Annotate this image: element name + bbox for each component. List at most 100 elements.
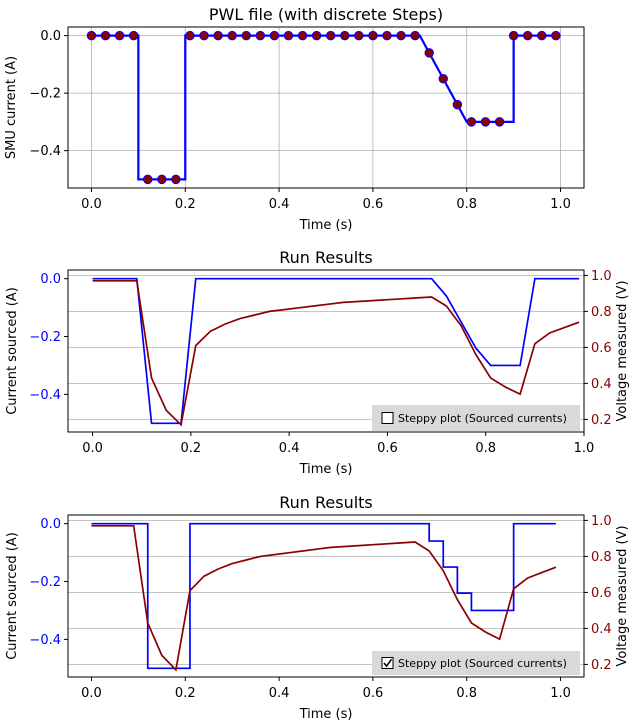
- y2-tick-label: 0.4: [591, 377, 612, 392]
- chart-title: PWL file (with discrete Steps): [209, 5, 443, 24]
- plot-frame: [67, 26, 585, 189]
- data-point-marker: [269, 30, 280, 41]
- data-point-marker: [297, 30, 308, 41]
- checkbox-label: Steppy plot (Sourced currents): [398, 657, 567, 670]
- data-point-marker: [114, 30, 125, 41]
- data-point-marker: [128, 30, 139, 41]
- data-point-marker: [410, 30, 420, 41]
- voltage-series-line: [92, 279, 580, 427]
- data-point-marker: [241, 30, 251, 41]
- data-point-marker: [396, 30, 406, 41]
- steppy-plot-checkbox[interactable]: Steppy plot (Sourced currents): [372, 405, 580, 431]
- data-point-marker: [143, 174, 153, 185]
- x-tick-label: 0.4: [279, 441, 300, 456]
- y2-axis-label: Voltage measured (V): [615, 525, 630, 666]
- chart-title: Run Results: [279, 493, 373, 512]
- y-tick-label: 0.0: [40, 517, 61, 532]
- y-tick-label: −0.2: [29, 87, 61, 102]
- data-point-marker: [311, 30, 322, 41]
- checkbox-panel: [372, 651, 580, 675]
- x-tick-label: 0.8: [456, 197, 477, 212]
- data-point-marker: [199, 30, 209, 41]
- data-point-marker: [494, 117, 505, 127]
- data-point-marker: [480, 117, 491, 127]
- data-point-marker: [466, 117, 477, 127]
- x-tick-label: 1.0: [550, 197, 571, 212]
- checkbox-box[interactable]: [381, 657, 394, 669]
- x-axis-label: Time (s): [299, 707, 353, 722]
- data-point-marker: [213, 30, 223, 41]
- y2-tick-label: 0.4: [591, 622, 612, 637]
- voltage-series-line: [91, 524, 557, 672]
- data-point-marker: [537, 30, 547, 41]
- data-point-marker: [325, 30, 336, 41]
- x-tick-label: 0.0: [81, 686, 102, 701]
- data-point-marker: [86, 30, 97, 41]
- y2-axis-label: Voltage measured (V): [615, 280, 630, 421]
- y2-tick-label: 0.6: [591, 586, 612, 601]
- y2-tick-label: 0.2: [591, 658, 612, 673]
- y2-tick-label: 0.8: [591, 550, 612, 565]
- x-tick-label: 0.2: [175, 197, 196, 212]
- y-tick-label: −0.4: [29, 633, 61, 648]
- y2-tick-label: 0.6: [591, 341, 612, 356]
- data-point-marker: [283, 30, 294, 41]
- data-point-marker: [100, 30, 111, 41]
- plot-frame: [67, 514, 585, 678]
- data-point-marker: [523, 30, 533, 41]
- data-point-marker: [424, 48, 434, 58]
- data-point-marker: [227, 30, 237, 41]
- y-tick-label: −0.4: [29, 388, 61, 403]
- data-point-marker: [340, 30, 350, 41]
- checkbox-box[interactable]: [381, 412, 394, 424]
- checkbox-panel: [372, 405, 580, 431]
- data-point-marker: [551, 30, 561, 41]
- current-series-line: [92, 277, 580, 425]
- chart-panel-3: 0.0 0.2 0.4 0.6 0.8 1.0 0.0 −0.2 −0.4 0.2 0.4 0.6 0.…: [5, 493, 630, 722]
- y-axis-label: SMU current (A): [4, 56, 19, 159]
- data-point-marker: [171, 174, 181, 185]
- y2-tick-label: 1.0: [591, 269, 612, 284]
- x-tick-label: 0.6: [363, 197, 384, 212]
- y2-tick-label: 1.0: [591, 514, 612, 529]
- current-series-line: [91, 522, 556, 670]
- checkbox-label: Steppy plot (Sourced currents): [398, 412, 567, 425]
- x-tick-label: 0.4: [269, 686, 290, 701]
- chart-panel-2: 0.0 0.2 0.4 0.6 0.8 1.0 0.0 −0.2 −0.4 0.2 0.4 0.6 0.…: [5, 248, 630, 477]
- y-tick-label: 0.0: [40, 272, 61, 287]
- data-point-marker: [354, 30, 364, 41]
- data-point-marker: [157, 174, 167, 185]
- x-tick-label: 0.4: [269, 197, 290, 212]
- data-point-marker: [368, 30, 378, 41]
- x-tick-label: 0.0: [82, 441, 103, 456]
- x-tick-label: 1.0: [574, 441, 595, 456]
- x-tick-label: 0.6: [363, 686, 384, 701]
- y-axis-label: Current sourced (A): [5, 287, 20, 415]
- x-tick-label: 0.8: [475, 441, 496, 456]
- data-point-marker: [438, 74, 448, 84]
- steppy-plot-checkbox[interactable]: Steppy plot (Sourced currents): [372, 651, 580, 675]
- chart-panel-1: 0.0 0.2 0.4 0.6 0.8 1.0 0.0 −0.2 −0.4 PWL file (w…: [4, 5, 585, 233]
- y-tick-label: 0.0: [40, 29, 61, 44]
- x-tick-label: 0.0: [81, 197, 102, 212]
- y2-tick-label: 0.8: [591, 305, 612, 320]
- plot-frame: [67, 269, 585, 433]
- data-point-marker: [508, 30, 519, 41]
- data-point-marker: [255, 30, 266, 41]
- y-axis-label: Current sourced (A): [5, 532, 20, 660]
- x-tick-label: 1.0: [550, 686, 571, 701]
- data-point-marker: [185, 30, 195, 41]
- checkmark-icon: [383, 658, 393, 668]
- x-tick-label: 0.2: [175, 686, 196, 701]
- x-axis-label: Time (s): [299, 218, 353, 233]
- y-tick-label: −0.2: [29, 575, 61, 590]
- data-point-marker: [382, 30, 392, 41]
- x-tick-label: 0.6: [377, 441, 398, 456]
- x-tick-label: 0.8: [456, 686, 477, 701]
- chart-title: Run Results: [279, 248, 373, 267]
- data-point-marker: [452, 99, 463, 110]
- y-tick-label: −0.4: [29, 144, 61, 159]
- x-axis-label: Time (s): [299, 462, 353, 477]
